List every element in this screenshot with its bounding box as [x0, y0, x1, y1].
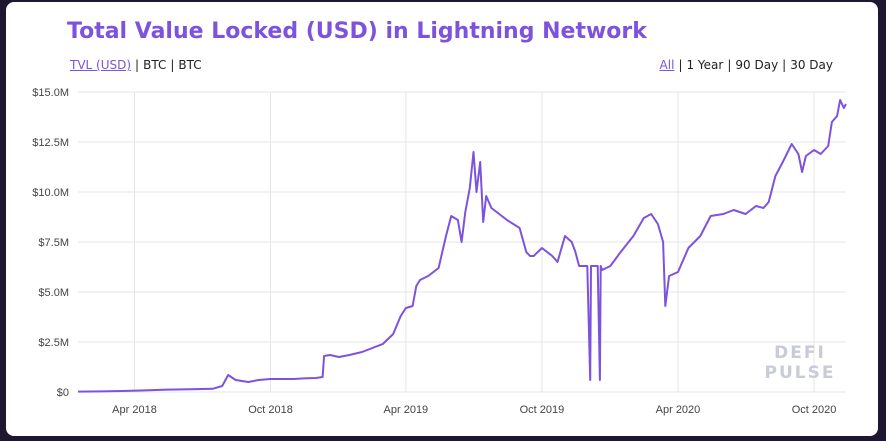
x-tick-label: Apr 2018 — [112, 404, 157, 416]
toggle-btc-2[interactable]: BTC — [178, 58, 202, 72]
watermark-pulse: PULSE — [765, 363, 836, 383]
separator: | — [170, 58, 175, 72]
x-tick-label: Oct 2019 — [520, 404, 565, 416]
y-tick-label: $0 — [57, 387, 69, 399]
y-axis-labels: $0 $2.5M $5.0M $7.5M $10.0M $12.5M $15.0M — [32, 87, 69, 399]
x-tick-label: Apr 2020 — [656, 404, 701, 416]
toggle-btc[interactable]: BTC — [143, 58, 167, 72]
range-1-year[interactable]: 1 Year — [686, 58, 724, 72]
range-all[interactable]: All — [659, 58, 675, 72]
y-tick-label: $5.0M — [38, 287, 69, 299]
chart-title: Total Value Locked (USD) in Lightning Ne… — [67, 19, 647, 44]
chart-card: Total Value Locked (USD) in Lightning Ne… — [6, 2, 878, 436]
range-30-day[interactable]: 30 Day — [790, 58, 833, 72]
y-tick-label: $15.0M — [32, 87, 69, 99]
range-90-day[interactable]: 90 Day — [735, 58, 779, 72]
x-tick-label: Oct 2020 — [792, 404, 837, 416]
y-tick-label: $12.5M — [32, 137, 69, 149]
separator: | — [678, 58, 683, 72]
y-tick-label: $7.5M — [38, 237, 69, 249]
separator: | — [782, 58, 787, 72]
tvl-series-line — [77, 99, 847, 393]
y-tick-label: $2.5M — [38, 337, 69, 349]
range-toggle-group: All | 1 Year | 90 Day | 30 Day — [660, 58, 833, 72]
x-axis-labels: Apr 2018 Oct 2018 Apr 2019 Oct 2019 Apr 2020… — [112, 404, 836, 416]
toggle-tvl-usd[interactable]: TVL (USD) — [70, 58, 132, 72]
unit-toggle-group: TVL (USD) | BTC | BTC — [70, 58, 202, 72]
separator: | — [727, 58, 732, 72]
y-tick-label: $10.0M — [32, 187, 69, 199]
separator: | — [135, 58, 140, 72]
watermark-defi: DEFI — [774, 343, 826, 363]
x-tick-label: Oct 2018 — [248, 404, 293, 416]
x-tick-label: Apr 2019 — [384, 404, 429, 416]
